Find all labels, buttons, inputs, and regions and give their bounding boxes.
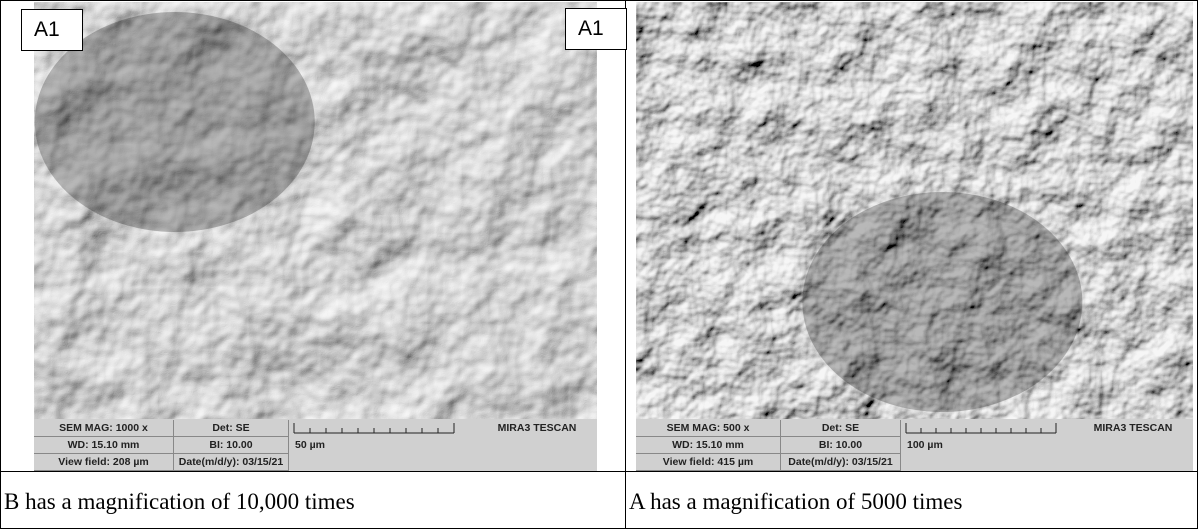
wd: WD: 15.10 mm	[34, 437, 174, 454]
sem-texture	[636, 2, 1193, 471]
view-field: View field: 415 µm	[636, 454, 781, 471]
bi: BI: 10.00	[174, 437, 289, 454]
bi: BI: 10.00	[781, 437, 901, 454]
sem-mag: SEM MAG: 500 x	[636, 420, 781, 437]
figure: SEM MAG: 1000 xWD: 15.10 mmView field: 2…	[0, 0, 1198, 531]
panel-label: A1	[21, 9, 83, 51]
sem-mag: SEM MAG: 1000 x	[34, 420, 174, 437]
scale-label: 50 µm	[289, 437, 369, 454]
scale-bar	[293, 420, 457, 436]
view-field: View field: 208 µm	[34, 454, 174, 471]
date: Date(m/d/y): 03/15/21	[781, 454, 901, 471]
brand: MIRA3 TESCAN	[1073, 420, 1193, 437]
caption: A has a magnification of 5000 times	[626, 471, 1197, 531]
caption: B has a magnification of 10,000 times	[1, 471, 625, 531]
panel-label: A1	[565, 8, 627, 50]
wd: WD: 15.10 mm	[636, 437, 781, 454]
detector: Det: SE	[781, 420, 901, 437]
shade	[802, 192, 1082, 412]
sem-texture	[34, 2, 597, 471]
brand: MIRA3 TESCAN	[477, 420, 597, 437]
detector: Det: SE	[174, 420, 289, 437]
scale-label: 100 µm	[901, 437, 981, 454]
scale-bar	[905, 420, 1059, 436]
date: Date(m/d/y): 03/15/21	[174, 454, 289, 471]
